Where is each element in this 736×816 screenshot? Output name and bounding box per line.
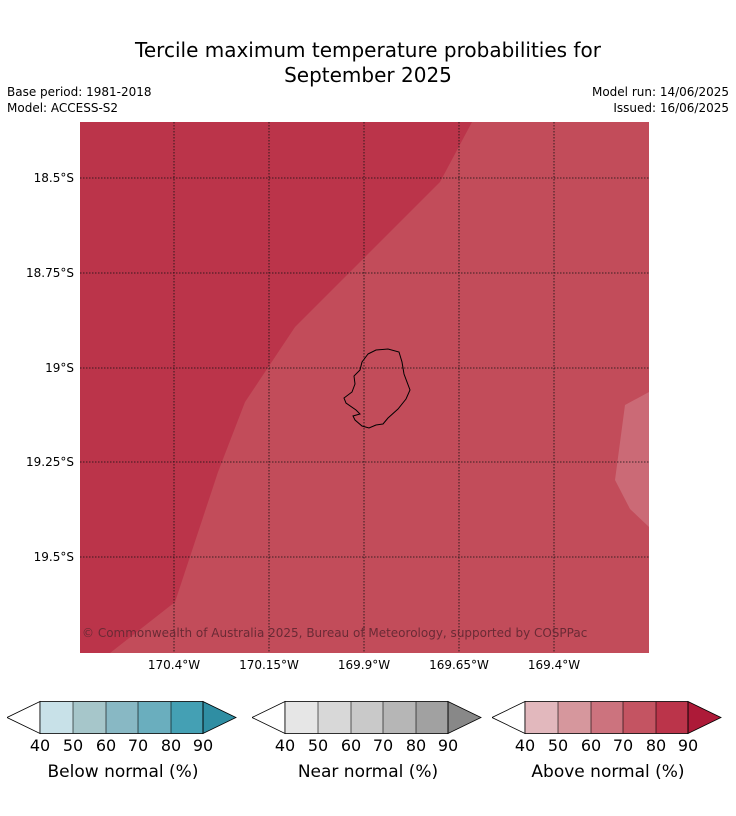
lon-label-1: 170.4°W <box>147 658 201 672</box>
swatch-near-1 <box>318 701 351 734</box>
arrow-near <box>447 700 482 735</box>
swatch-above-2 <box>591 701 623 734</box>
tick-above-60: 60 <box>580 736 602 755</box>
model-name: Model: ACCESS-S2 <box>7 101 119 115</box>
tick-below-80: 80 <box>160 736 182 755</box>
legend-near-normal: 40 50 60 70 80 90 Near normal (%) <box>252 700 484 782</box>
lat-label-1: 18.5°S <box>33 171 74 185</box>
tick-near-80: 80 <box>405 736 427 755</box>
tick-above-70: 70 <box>612 736 634 755</box>
lat-label-5: 19.5°S <box>33 550 74 564</box>
grid-lines <box>80 122 649 653</box>
tick-near-40: 40 <box>274 736 296 755</box>
title-line-2: September 2025 <box>284 63 452 87</box>
swatch-above-4 <box>656 701 688 734</box>
tick-below-40: 40 <box>29 736 51 755</box>
legend-above-normal: 40 50 60 70 80 90 Above normal (%) <box>492 700 724 782</box>
tick-above-90: 90 <box>677 736 699 755</box>
legend-below-normal: 40 50 60 70 80 90 Below normal (%) <box>7 700 239 782</box>
legend-below-bar <box>7 700 237 735</box>
zone-above-70-80 <box>110 122 649 653</box>
lat-label-2: 18.75°S <box>26 266 74 280</box>
legend-near-label: Near normal (%) <box>297 762 439 782</box>
zone-above-60-70 <box>615 392 649 527</box>
swatch-above-1 <box>558 701 591 734</box>
tick-near-70: 70 <box>372 736 394 755</box>
legend-above-bar <box>492 700 722 735</box>
swatch-near-2 <box>351 701 383 734</box>
lat-label-3: 19°S <box>45 361 74 375</box>
copyright-notice: © Commonwealth of Australia 2025, Bureau… <box>82 626 588 640</box>
map-panel[interactable]: © Commonwealth of Australia 2025, Bureau… <box>80 122 649 653</box>
lat-label-4: 19.25°S <box>26 455 74 469</box>
swatch-near-3 <box>383 701 416 734</box>
tick-below-50: 50 <box>62 736 84 755</box>
issued-date: Issued: 16/06/2025 <box>613 101 729 115</box>
title-line-1: Tercile maximum temperature probabilitie… <box>135 38 601 62</box>
arrow-above <box>687 700 722 735</box>
island-outline <box>343 348 411 429</box>
lon-label-4: 169.65°W <box>429 658 489 672</box>
tick-below-70: 70 <box>127 736 149 755</box>
legend-below-label: Below normal (%) <box>47 762 199 782</box>
legend-above-label: Above normal (%) <box>531 762 685 782</box>
arrow-below <box>202 700 237 735</box>
swatch-below-4 <box>171 701 203 734</box>
swatch-near-0 <box>285 701 318 734</box>
swatch-above-3 <box>623 701 656 734</box>
swatch-below-1 <box>73 701 106 734</box>
lon-label-3: 169.9°W <box>337 658 391 672</box>
tick-below-60: 60 <box>95 736 117 755</box>
swatch-below-2 <box>106 701 138 734</box>
map-canvas <box>80 122 649 653</box>
lon-label-2: 170.15°W <box>239 658 299 672</box>
tick-above-50: 50 <box>547 736 569 755</box>
swatch-below-0 <box>40 701 73 734</box>
model-run: Model run: 14/06/2025 <box>591 85 729 99</box>
tick-near-60: 60 <box>340 736 362 755</box>
legend-near-bar <box>252 700 482 735</box>
swatch-below-3 <box>138 701 171 734</box>
tick-above-80: 80 <box>645 736 667 755</box>
swatch-above-0 <box>525 701 558 734</box>
lon-label-5: 169.4°W <box>527 658 581 672</box>
swatch-near-4 <box>416 701 448 734</box>
tick-below-90: 90 <box>192 736 214 755</box>
meta-left: Base period: 1981-2018 Model: ACCESS-S2 <box>7 84 152 116</box>
map-title: Tercile maximum temperature probabilitie… <box>0 38 736 88</box>
tick-above-40: 40 <box>514 736 536 755</box>
meta-right: Model run: 14/06/2025 Issued: 16/06/2025 <box>592 84 729 116</box>
tick-near-90: 90 <box>437 736 459 755</box>
base-period: Base period: 1981-2018 <box>7 85 152 99</box>
tick-near-50: 50 <box>307 736 329 755</box>
